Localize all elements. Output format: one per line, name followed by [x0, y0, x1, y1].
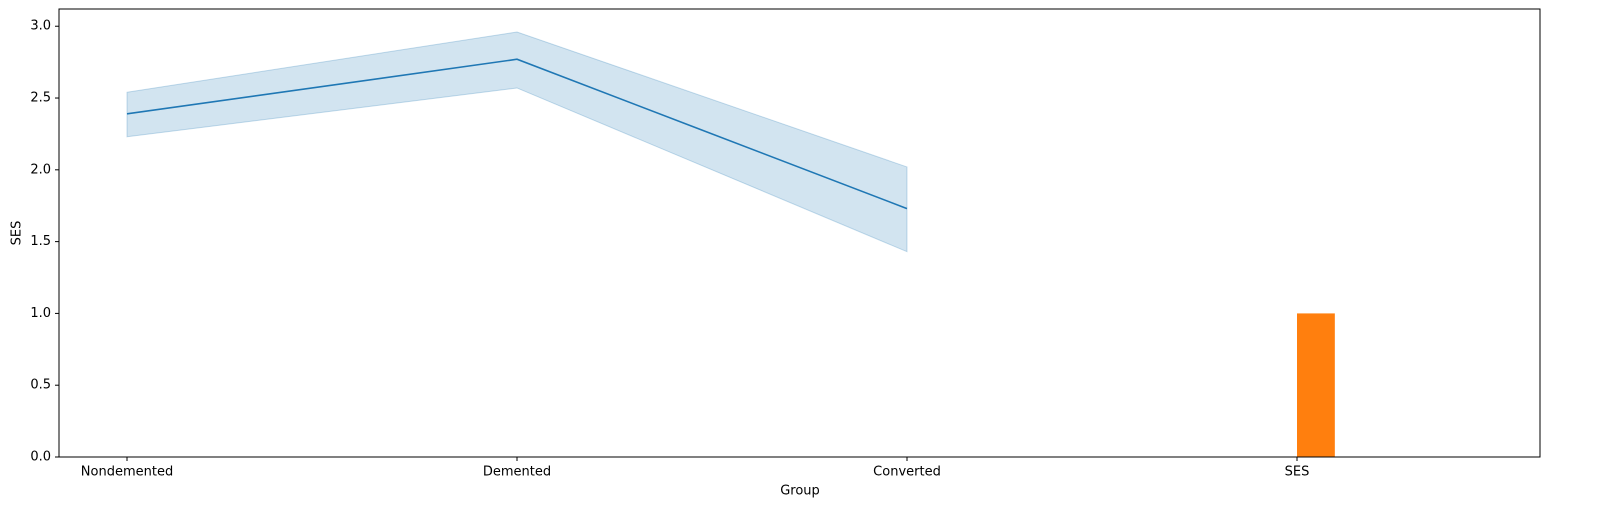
y-tick-label: 2.0 — [30, 162, 51, 177]
y-tick-label: 2.5 — [30, 91, 51, 106]
y-tick-label: 3.0 — [30, 19, 51, 34]
y-tick-label: 0.0 — [30, 450, 51, 465]
x-tick-label: Demented — [483, 465, 551, 480]
y-tick-label: 0.5 — [30, 378, 51, 393]
plot-frame — [58, 8, 1541, 458]
line — [126, 58, 908, 210]
x-tick-label: Converted — [873, 465, 941, 480]
bar — [1297, 313, 1335, 457]
y-tick-label: 1.0 — [30, 306, 51, 321]
x-tick-label: SES — [1285, 465, 1310, 480]
x-tick-label: Nondemented — [81, 465, 173, 480]
confidence-band — [126, 31, 908, 253]
x-axis-label: Group — [780, 484, 820, 499]
y-axis-label: SES — [10, 221, 25, 246]
y-tick-label: 1.5 — [30, 234, 51, 249]
